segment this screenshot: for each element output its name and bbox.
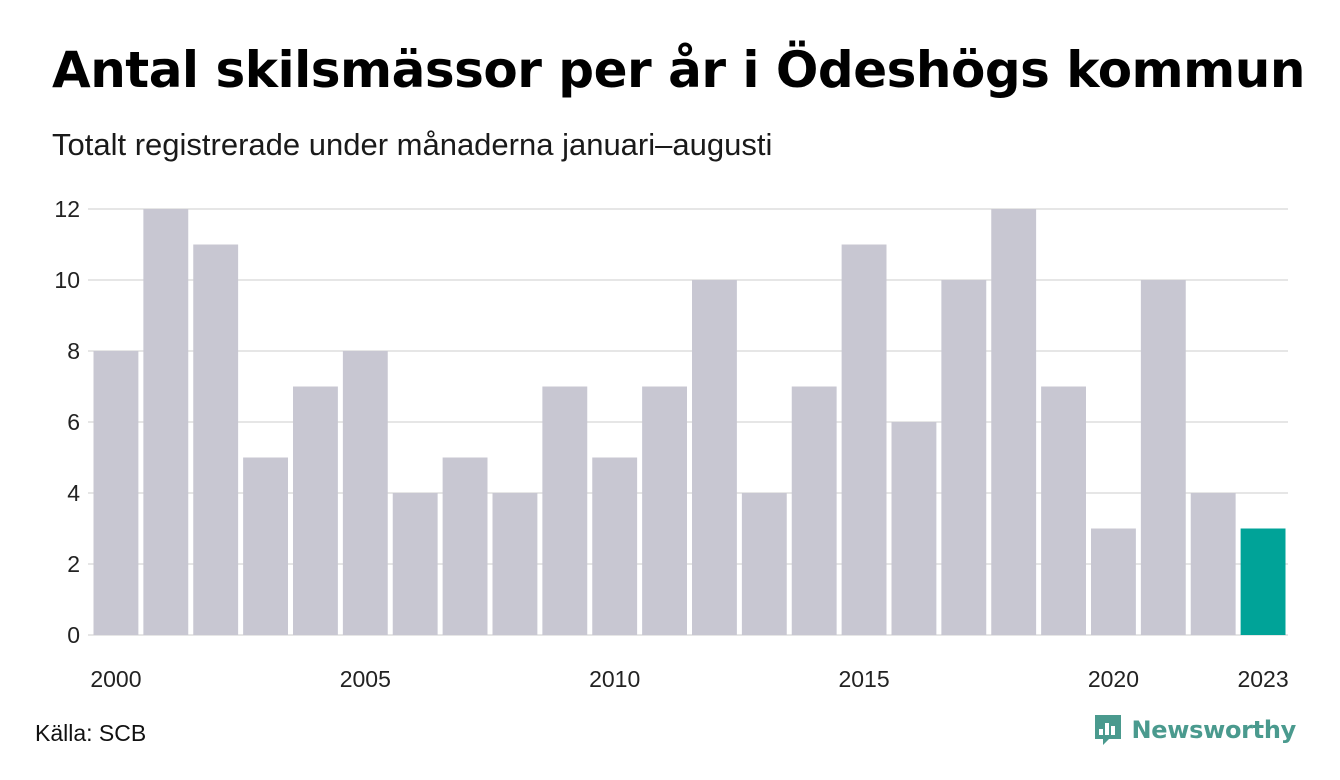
y-tick-label: 12: [54, 196, 80, 222]
bar-2019: [1041, 386, 1086, 635]
bar-2006: [392, 493, 438, 635]
x-tick-label: 2010: [589, 666, 640, 692]
y-tick-label: 2: [67, 551, 80, 577]
bar-2002: [193, 244, 239, 635]
bar-2018: [991, 209, 1037, 635]
chart-subtitle: Totalt registrerade under månaderna janu…: [52, 127, 773, 162]
brand-logo[interactable]: Newsworthy: [1093, 712, 1296, 748]
brand-name: Newsworthy: [1131, 716, 1296, 744]
bar-2017: [941, 280, 987, 635]
bar-2020: [1091, 528, 1136, 635]
bar-2005: [342, 351, 388, 635]
y-tick-label: 10: [54, 267, 80, 293]
y-tick-label: 4: [67, 480, 80, 506]
x-tick-label: 2000: [90, 666, 141, 692]
bars: [93, 209, 1286, 635]
bar-2004: [293, 386, 338, 635]
bar-2021: [1140, 280, 1186, 635]
bar-2010: [592, 457, 638, 635]
bar-2009: [542, 386, 588, 635]
bar-2022: [1190, 493, 1236, 635]
y-tick-label: 6: [67, 409, 80, 435]
bar-2007: [442, 457, 488, 635]
bar-2016: [891, 422, 937, 635]
x-axis-ticks: 2000 2005 2010 2015 2020 2023: [90, 666, 1288, 692]
bar-2015: [841, 244, 887, 635]
bar-2012: [692, 280, 737, 635]
y-axis-ticks: 0 2 4 6 8 10 12: [54, 196, 80, 648]
x-tick-label: 2023: [1237, 666, 1288, 692]
bar-2003: [243, 457, 288, 635]
bar-2008: [492, 493, 538, 635]
x-tick-label: 2005: [340, 666, 391, 692]
bar-2000: [93, 351, 139, 635]
chart-title: Antal skilsmässor per år i Ödeshögs komm…: [52, 41, 1305, 99]
x-tick-label: 2020: [1088, 666, 1139, 692]
bar-2014: [791, 386, 837, 635]
x-tick-label: 2015: [838, 666, 889, 692]
newsworthy-chart-logo-icon: [1095, 715, 1122, 745]
bar-chart: 0 2 4 6 8 10 12 2000 2005 2010 2015 2020 2023: [54, 196, 1288, 692]
y-tick-label: 8: [67, 338, 80, 364]
bar-2011: [642, 386, 687, 635]
source-note: Källa: SCB: [35, 720, 147, 746]
bar-2013: [741, 493, 787, 635]
bar-2023: [1240, 528, 1286, 635]
y-tick-label: 0: [67, 622, 80, 648]
bar-2001: [143, 209, 189, 635]
